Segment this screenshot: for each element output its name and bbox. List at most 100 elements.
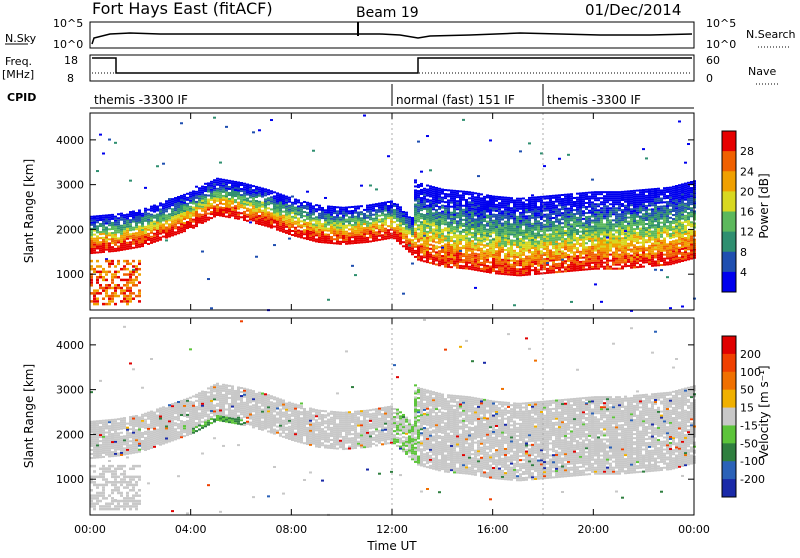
range-cell (261, 216, 264, 218)
range-cell (225, 189, 228, 191)
range-cell (357, 216, 360, 218)
range-cell (321, 239, 324, 241)
range-cell (297, 222, 300, 224)
range-cell (648, 221, 651, 223)
range-cell (105, 231, 108, 233)
range-cell (603, 203, 606, 205)
range-cell (105, 249, 108, 251)
range-cell (132, 241, 135, 243)
range-cell (528, 251, 531, 253)
range-cell (378, 231, 381, 233)
range-cell (564, 234, 567, 236)
scatter-cell (132, 269, 135, 271)
range-cell (108, 265, 111, 268)
range-cell (468, 213, 471, 215)
range-cell (207, 205, 210, 207)
range-cell (216, 178, 219, 180)
range-cell (510, 229, 513, 231)
range-cell (552, 205, 555, 207)
range-cell (630, 202, 633, 204)
range-cell (507, 249, 510, 251)
range-cell (639, 191, 642, 193)
range-cell (276, 194, 279, 196)
range-cell (351, 234, 354, 236)
range-cell (219, 186, 222, 188)
range-cell (261, 212, 264, 214)
range-cell (471, 240, 474, 242)
range-cell (285, 214, 288, 216)
range-cell (375, 219, 378, 221)
range-cell (540, 250, 543, 252)
range-cell (231, 180, 234, 182)
range-cell (531, 223, 534, 225)
range-cell (294, 229, 297, 231)
range-cell (297, 230, 300, 232)
range-cell (513, 224, 516, 226)
range-cell (387, 215, 390, 217)
range-cell (153, 241, 156, 243)
range-cell (615, 246, 618, 248)
range-cell (288, 225, 291, 227)
range-cell (546, 201, 549, 203)
range-cell (654, 244, 657, 246)
range-cell (630, 259, 633, 261)
range-cell (624, 209, 627, 211)
range-cell (312, 238, 315, 240)
range-cell (390, 206, 393, 208)
range-cell (522, 197, 525, 199)
range-cell (96, 215, 99, 217)
range-cell (504, 211, 507, 213)
range-cell (594, 231, 597, 233)
range-cell (486, 221, 489, 223)
range-cell (612, 207, 615, 209)
range-cell (642, 251, 645, 253)
range-cell (471, 256, 474, 258)
range-cell (471, 216, 474, 218)
range-cell (657, 208, 660, 210)
range-cell (186, 221, 189, 223)
range-cell (180, 195, 183, 197)
range-cell (615, 207, 618, 209)
range-cell (330, 214, 333, 216)
range-cell (522, 246, 525, 248)
range-cell (366, 229, 369, 231)
range-cell (594, 254, 597, 256)
range-cell (243, 201, 246, 203)
range-cell (513, 226, 516, 228)
range-cell (168, 217, 171, 219)
range-cell (633, 250, 636, 252)
range-cell (573, 197, 576, 199)
range-cell (528, 261, 531, 263)
range-cell (489, 255, 492, 257)
range-cell (528, 227, 531, 229)
range-cell (618, 207, 621, 209)
range-cell (603, 229, 606, 231)
range-cell (528, 231, 531, 233)
range-cell (438, 220, 441, 222)
range-cell (300, 202, 303, 204)
station-title: Fort Hays East (fitACF) (92, 0, 273, 18)
range-cell (492, 200, 495, 202)
range-cell (435, 193, 438, 195)
range-cell (522, 202, 525, 204)
range-cell (111, 250, 114, 252)
range-cell (270, 198, 273, 200)
range-cell (474, 229, 477, 231)
range-cell (549, 201, 552, 203)
range-cell (474, 259, 477, 261)
range-cell (585, 262, 588, 264)
range-cell (492, 202, 495, 204)
range-cell (441, 235, 444, 237)
range-cell (228, 212, 231, 214)
range-cell (351, 212, 354, 214)
range-cell (420, 189, 423, 191)
range-cell (501, 263, 504, 265)
range-cell (570, 252, 573, 254)
range-cell (537, 251, 540, 253)
range-cell (117, 237, 120, 239)
range-cell (129, 229, 132, 231)
range-cell (228, 188, 231, 190)
range-cell (579, 207, 582, 209)
range-cell (666, 191, 669, 193)
range-cell (249, 200, 252, 202)
